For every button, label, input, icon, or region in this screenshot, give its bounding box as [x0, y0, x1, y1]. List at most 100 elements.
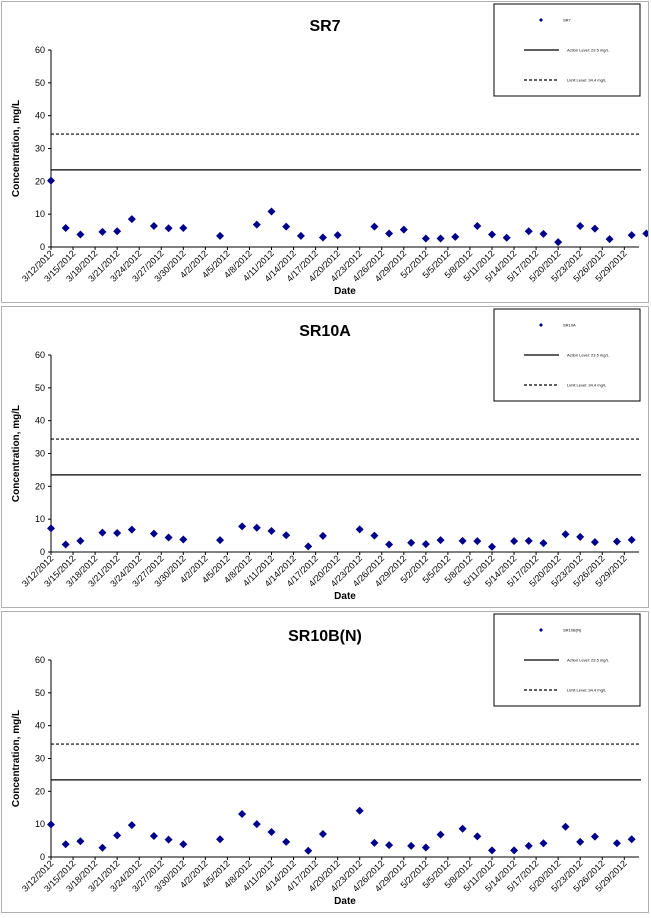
data-point	[47, 176, 55, 185]
legend-label: Limit Level: 34.4 mg/L	[567, 383, 607, 388]
y-tick-label: 0	[40, 547, 45, 557]
x-axis-label: Date	[334, 896, 356, 907]
y-tick-label: 60	[35, 655, 45, 665]
data-point	[179, 535, 188, 544]
y-tick-label: 40	[35, 416, 45, 426]
legend: SR10B(N) Action Level: 23.5 mg/L Limit Lev…	[493, 613, 641, 707]
data-point	[436, 234, 445, 243]
data-point	[98, 227, 107, 236]
y-tick-label: 30	[35, 144, 45, 154]
data-point	[627, 535, 636, 544]
data-point	[113, 227, 122, 236]
data-point	[164, 835, 173, 844]
data-point	[590, 538, 599, 547]
data-point	[502, 233, 511, 242]
data-point	[216, 231, 225, 240]
data-point	[576, 221, 585, 230]
data-point	[407, 538, 416, 547]
legend-box	[493, 3, 641, 97]
data-point	[149, 529, 158, 538]
data-point	[304, 846, 313, 855]
legend-label: Action Level: 23.5 mg/L	[567, 353, 610, 358]
data-point	[473, 221, 482, 230]
legend-label: SR7	[563, 18, 572, 23]
data-point	[98, 528, 107, 537]
chart-panel-sr10b: SR10B(N) 0 10 20 30 40 50 60 3/12/2012 3/15/2012 3…	[1, 611, 649, 913]
data-point	[282, 837, 291, 846]
data-point	[282, 531, 291, 540]
legend-label: Limit Level: 34.4 mg/L	[567, 688, 607, 693]
data-point	[113, 528, 122, 537]
data-point	[627, 835, 636, 844]
data-point	[451, 232, 460, 241]
data-point	[61, 840, 70, 849]
data-point	[238, 522, 247, 531]
data-point	[539, 839, 548, 848]
data-point	[252, 523, 261, 532]
legend-box	[493, 308, 641, 402]
y-tick-label: 0	[40, 852, 45, 862]
data-point	[458, 536, 467, 545]
legend-label: SR10B(N)	[563, 628, 582, 633]
data-point	[590, 224, 599, 233]
data-point	[561, 822, 570, 831]
data-point	[576, 532, 585, 541]
data-point	[524, 841, 533, 850]
data-point	[539, 539, 548, 548]
y-tick-label: 20	[35, 176, 45, 186]
chart-sr7: SR701020304050603/12/20123/15/20123/18/2…	[11, 3, 648, 297]
y-tick-label: 20	[35, 481, 45, 491]
data-point	[407, 841, 416, 850]
data-point	[458, 824, 467, 833]
data-point	[473, 537, 482, 546]
y-axis-label: Concentration, mg/L	[11, 100, 22, 197]
x-axis-label: Date	[334, 591, 356, 602]
data-point	[488, 230, 496, 239]
data-point	[642, 229, 648, 238]
data-point	[47, 820, 55, 829]
legend: SR7 Action Level: 23.5 mg/L Limit Level: 3…	[493, 3, 641, 97]
data-point	[370, 531, 379, 540]
data-point	[164, 224, 173, 233]
data-point	[113, 831, 122, 840]
data-point	[590, 832, 599, 841]
chart-panel-sr7: SR7 0 10 20 30 40 50 60 3/12/2012 3/15/2012 3/18/2…	[1, 1, 649, 303]
y-tick-label: 60	[35, 45, 45, 55]
data-point	[61, 540, 70, 549]
data-point	[436, 536, 445, 545]
y-tick-label: 20	[35, 786, 45, 796]
y-tick-label: 10	[35, 514, 45, 524]
chart-panel-sr10a: SR10A 0 10 20 30 40 50 60 3/12/2012 3/15/2012 3/18…	[1, 306, 649, 608]
data-point	[61, 223, 70, 232]
data-point	[267, 828, 276, 837]
data-point	[355, 806, 364, 815]
y-tick-label: 50	[35, 383, 45, 393]
legend-swatch	[539, 18, 543, 22]
data-point	[164, 533, 173, 542]
data-point	[149, 221, 158, 230]
chart-title: SR7	[309, 18, 340, 35]
legend-swatch	[539, 323, 543, 327]
data-point	[267, 526, 276, 535]
y-tick-label: 40	[35, 721, 45, 731]
data-point	[304, 542, 313, 551]
data-point	[554, 238, 563, 247]
y-tick-label: 50	[35, 688, 45, 698]
chart-title: SR10B(N)	[288, 628, 362, 645]
y-tick-label: 10	[35, 819, 45, 829]
data-point	[333, 231, 342, 240]
y-tick-label: 60	[35, 350, 45, 360]
data-point	[421, 540, 430, 549]
data-point	[149, 831, 158, 840]
legend-label: Action Level: 23.5 mg/L	[567, 658, 610, 663]
data-point	[238, 809, 247, 818]
y-axis-label: Concentration, mg/L	[11, 405, 22, 502]
data-point	[127, 821, 136, 830]
data-point	[179, 840, 188, 849]
y-axis-label: Concentration, mg/L	[11, 710, 22, 807]
legend-label: Action Level: 23.5 mg/L	[567, 48, 610, 53]
data-point	[252, 820, 261, 829]
data-point	[399, 225, 408, 234]
data-point	[605, 235, 614, 244]
data-point	[127, 215, 136, 224]
